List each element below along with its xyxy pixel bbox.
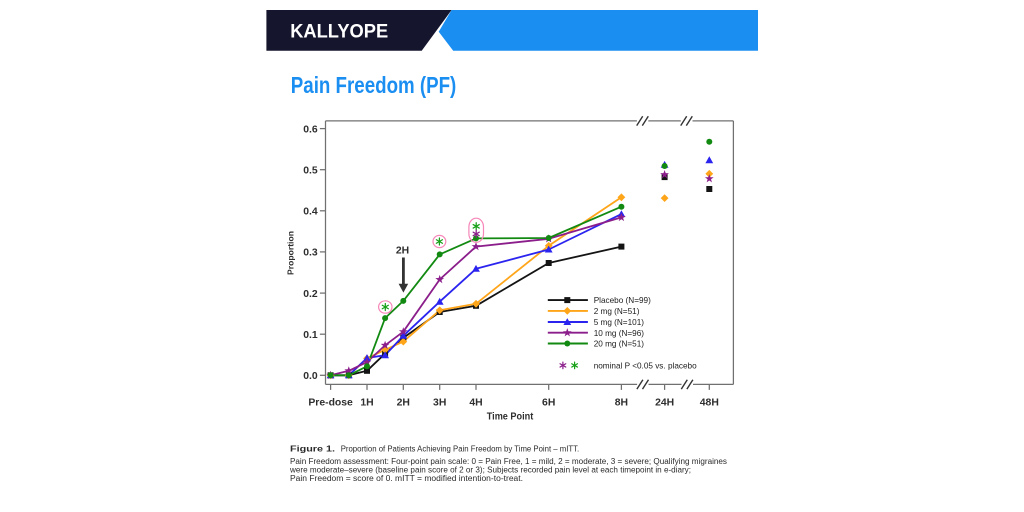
svg-text:48H: 48H bbox=[700, 397, 719, 408]
svg-text:0.6: 0.6 bbox=[303, 124, 318, 135]
svg-text:Pain Freedom assessment: Four-: Pain Freedom assessment: Four-point pain… bbox=[290, 457, 727, 466]
svg-text:0.3: 0.3 bbox=[303, 248, 318, 259]
svg-text:3H: 3H bbox=[433, 397, 446, 408]
svg-text:1H: 1H bbox=[360, 397, 373, 408]
svg-text:4H: 4H bbox=[469, 397, 482, 408]
svg-text:Pain Freedom (PF): Pain Freedom (PF) bbox=[291, 72, 457, 98]
svg-text:Placebo (N=99): Placebo (N=99) bbox=[594, 296, 651, 305]
svg-text:10 mg (N=96): 10 mg (N=96) bbox=[594, 329, 645, 338]
svg-text:20 mg (N=51): 20 mg (N=51) bbox=[594, 340, 645, 349]
svg-text:Pre-dose: Pre-dose bbox=[308, 397, 353, 408]
svg-text:5 mg (N=101): 5 mg (N=101) bbox=[594, 318, 645, 327]
svg-text:Figure 1.: Figure 1. bbox=[290, 445, 335, 454]
svg-text:2H: 2H bbox=[396, 246, 409, 257]
svg-text:0.0: 0.0 bbox=[303, 371, 318, 382]
svg-text:24H: 24H bbox=[655, 397, 674, 408]
svg-text:Pain Freedom = score of 0. mIT: Pain Freedom = score of 0. mITT = modifi… bbox=[290, 474, 523, 483]
svg-text:were moderate–severe (baseline: were moderate–severe (baseline pain scor… bbox=[289, 465, 691, 474]
svg-text:0.2: 0.2 bbox=[303, 289, 318, 300]
svg-text:Proportion: Proportion bbox=[286, 231, 296, 275]
svg-text:nominal P <0.05 vs. placebo: nominal P <0.05 vs. placebo bbox=[594, 362, 697, 371]
svg-text:KALLYOPE: KALLYOPE bbox=[290, 21, 388, 43]
svg-text:Time Point: Time Point bbox=[487, 412, 534, 423]
svg-text:8H: 8H bbox=[615, 397, 628, 408]
svg-text:0.5: 0.5 bbox=[303, 166, 318, 177]
svg-text:2H: 2H bbox=[397, 397, 410, 408]
svg-text:Proportion of Patients Achievi: Proportion of Patients Achieving Pain Fr… bbox=[341, 445, 580, 454]
svg-text:0.4: 0.4 bbox=[303, 207, 318, 218]
svg-text:2 mg (N=51): 2 mg (N=51) bbox=[594, 307, 640, 316]
svg-text:6H: 6H bbox=[542, 397, 555, 408]
svg-text:0.1: 0.1 bbox=[303, 330, 318, 341]
